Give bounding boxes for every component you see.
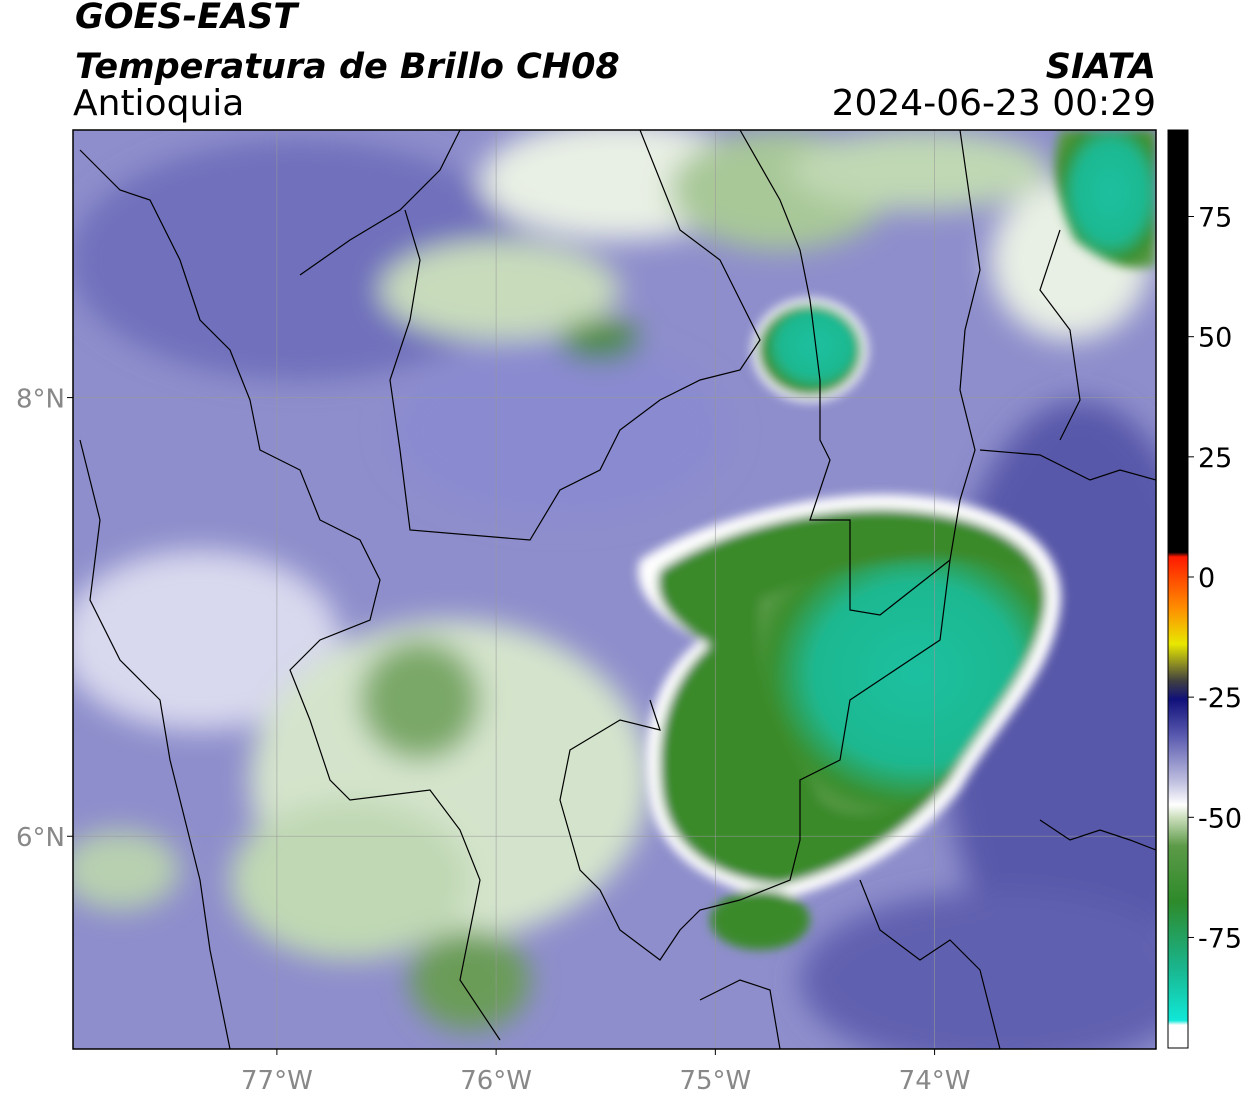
colorbar-tick-label: 0 <box>1198 563 1215 594</box>
colorbar-tick-label: -75 <box>1198 923 1242 954</box>
satellite-image <box>73 130 1156 1049</box>
x-tick-label: 76°W <box>460 1066 532 1096</box>
tick-layer: 77°W 76°W 75°W 74°W 8°N 6°N 75 50 25 0 -25 -50 -75 <box>16 203 1242 1096</box>
product-title: Temperatura de Brillo CH08 <box>75 47 620 87</box>
colorbar-tick-label: -50 <box>1198 803 1242 834</box>
gridlines <box>73 130 1156 1049</box>
source-label: SIATA <box>1046 47 1156 87</box>
colorbar <box>1167 129 1189 1049</box>
colorbar-tick-label: -25 <box>1198 683 1242 714</box>
y-tick-label: 8°N <box>16 385 65 415</box>
x-tick-label: 75°W <box>679 1066 751 1096</box>
y-tick-label: 6°N <box>16 823 65 853</box>
borders <box>79 130 1156 1049</box>
map-frame <box>72 129 1157 1050</box>
x-tick-label: 77°W <box>241 1066 313 1096</box>
x-tick-label: 74°W <box>899 1066 971 1096</box>
colorbar-tick-label: 25 <box>1198 443 1232 474</box>
region-label: Antioquia <box>73 83 244 124</box>
satellite-title: GOES-EAST <box>75 0 300 37</box>
colorbar-tick-label: 50 <box>1198 323 1232 354</box>
datetime-label: 2024-06-23 00:29 <box>832 83 1156 124</box>
colorbar-tick-label: 75 <box>1198 203 1232 234</box>
